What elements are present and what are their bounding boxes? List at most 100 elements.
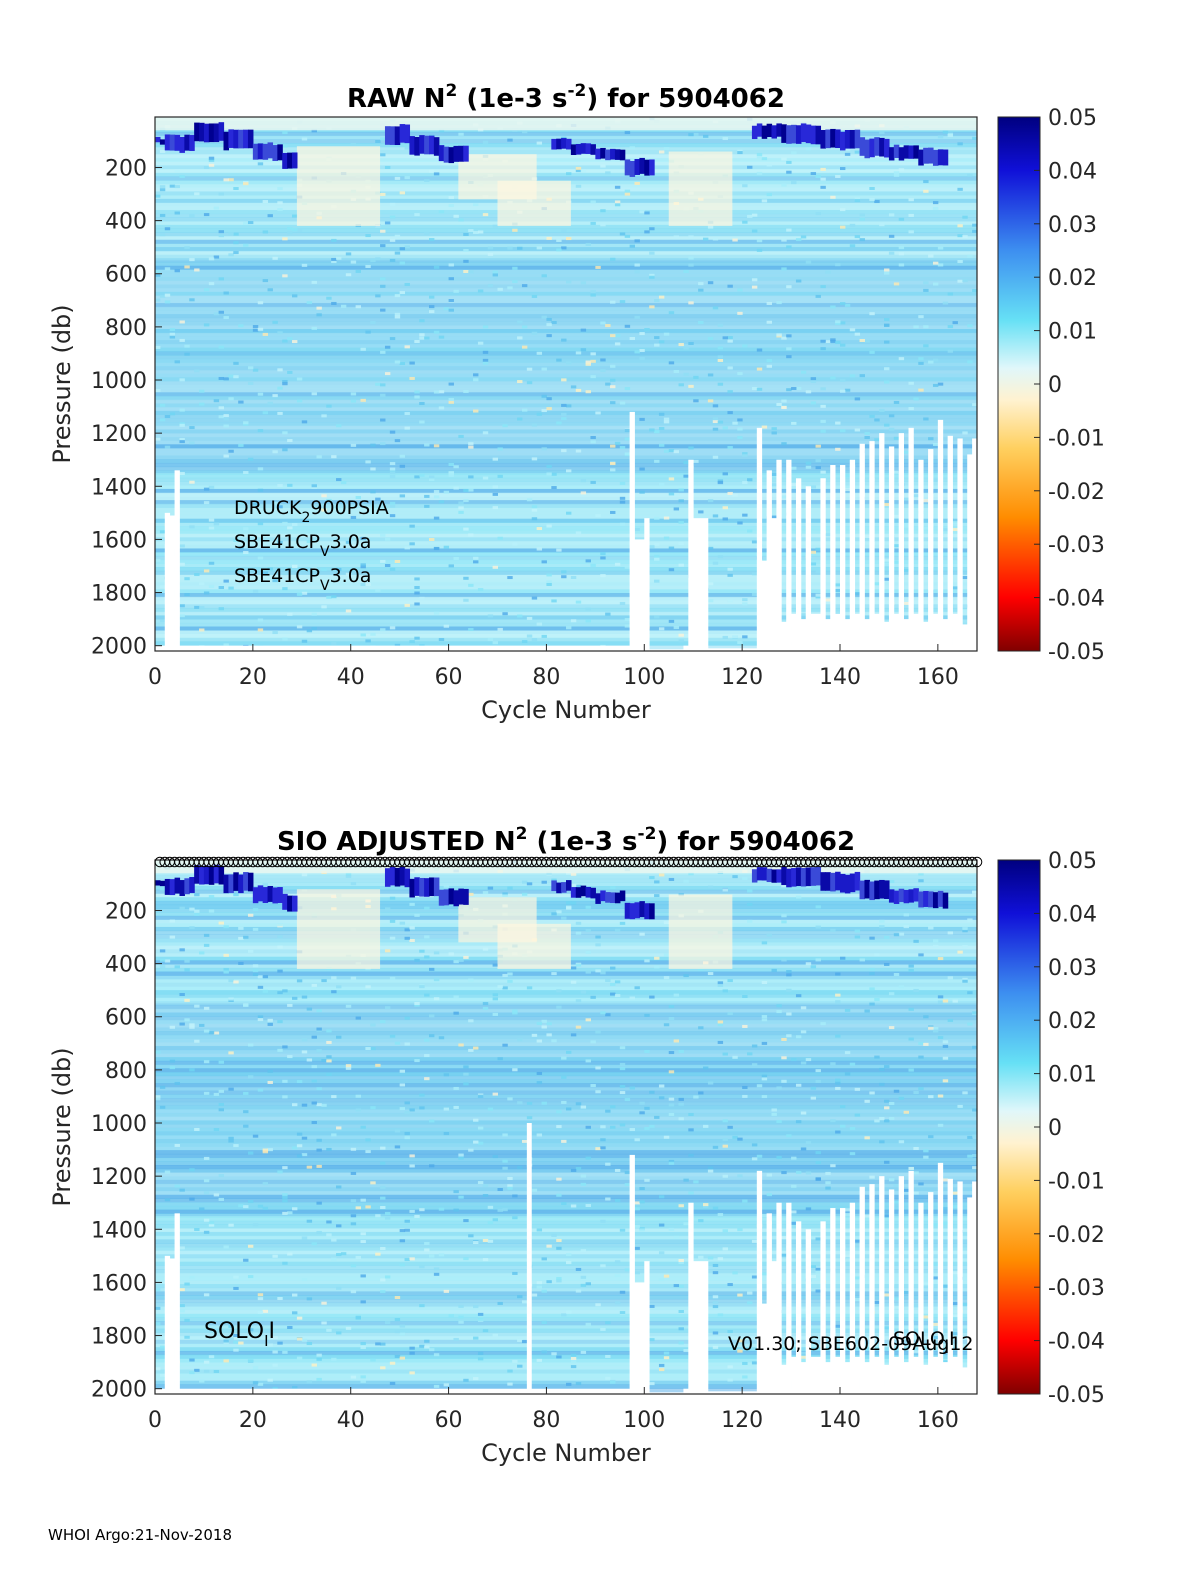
data-cell	[864, 1099, 870, 1103]
data-cell	[360, 1300, 366, 1304]
data-cell	[619, 601, 626, 605]
data-cell	[810, 550, 817, 554]
data-cell	[179, 1288, 185, 1292]
data-cell	[546, 580, 552, 584]
stratified-cell	[438, 145, 445, 162]
data-cell	[786, 970, 792, 974]
data-cell	[644, 959, 650, 963]
data-cell	[570, 966, 577, 970]
data-cell	[384, 1321, 391, 1325]
data-cell	[605, 1321, 611, 1325]
data-cell	[898, 144, 905, 148]
data-cell	[693, 132, 699, 136]
data-cell	[257, 301, 264, 305]
data-cell	[399, 1239, 406, 1243]
data-cell	[179, 614, 185, 618]
data-cell	[932, 282, 939, 286]
data-cell	[747, 919, 753, 923]
data-cell	[688, 256, 694, 260]
data-cell	[556, 1193, 562, 1197]
data-cell	[487, 614, 494, 618]
no-data-gap	[707, 1391, 758, 1394]
data-cell	[267, 1378, 273, 1382]
data-cell	[228, 232, 234, 236]
data-cell	[791, 1221, 797, 1225]
depth-band	[155, 908, 977, 913]
depth-band	[155, 1187, 977, 1192]
data-cell	[707, 499, 714, 503]
data-cell	[414, 340, 420, 344]
data-cell	[570, 1204, 577, 1208]
data-cell	[879, 919, 885, 923]
data-cell	[536, 1358, 543, 1362]
data-cell	[292, 1311, 298, 1315]
y-tick-label: 800	[105, 1059, 147, 1084]
data-cell	[751, 540, 758, 544]
stratified-cell	[825, 129, 831, 149]
depth-band	[155, 1295, 977, 1300]
data-cell	[262, 200, 269, 204]
depth-band	[155, 1336, 977, 1341]
data-cell	[326, 1072, 332, 1076]
data-cell	[742, 1361, 748, 1365]
data-cell	[199, 951, 205, 955]
data-cell	[159, 585, 166, 589]
data-cell	[683, 461, 689, 465]
data-cell	[179, 604, 185, 608]
data-cell	[683, 1349, 689, 1353]
data-cell	[233, 1348, 239, 1352]
data-cell	[781, 1171, 787, 1175]
data-cell	[893, 171, 900, 175]
data-cell	[546, 1244, 552, 1248]
stratified-cell	[918, 149, 924, 166]
data-cell	[433, 1267, 440, 1271]
no-data-gap	[942, 619, 949, 651]
no-data-gap	[859, 1186, 865, 1394]
data-cell	[468, 1234, 474, 1238]
stratified-cell	[228, 874, 234, 893]
stratified-cell	[463, 145, 469, 162]
data-cell	[355, 1016, 361, 1020]
data-cell	[805, 147, 812, 151]
stratified-cell	[409, 136, 415, 155]
data-cell	[482, 1238, 489, 1242]
no-data-gap	[756, 427, 763, 651]
data-cell	[433, 330, 440, 334]
depth-band	[155, 1321, 977, 1326]
data-cell	[155, 1095, 161, 1099]
data-cell	[218, 345, 224, 349]
data-cell	[683, 1178, 689, 1182]
y-tick-label: 1000	[91, 369, 147, 394]
depth-band	[155, 496, 977, 501]
data-cell	[561, 570, 567, 574]
data-cell	[722, 517, 728, 521]
data-cell	[962, 1302, 968, 1306]
data-cell	[482, 476, 489, 480]
data-cell	[820, 185, 826, 189]
depth-band	[155, 1239, 977, 1244]
data-cell	[526, 616, 533, 620]
data-cell	[737, 641, 743, 645]
data-cell	[433, 172, 440, 176]
data-cell	[737, 427, 743, 431]
stratified-cell	[570, 144, 577, 156]
data-cell	[688, 446, 694, 450]
depth-band	[155, 395, 977, 401]
data-cell	[262, 883, 269, 887]
data-cell	[600, 552, 606, 556]
data-cell	[292, 1103, 298, 1107]
data-cell	[561, 246, 567, 250]
data-cell	[874, 953, 880, 957]
data-cell	[414, 1003, 420, 1007]
no-data-gap	[786, 459, 792, 651]
data-cell	[159, 530, 166, 534]
data-cell	[174, 169, 180, 173]
data-cell	[409, 1346, 415, 1350]
data-cell	[854, 929, 861, 933]
data-cell	[218, 1060, 224, 1064]
data-cell	[463, 1082, 469, 1086]
data-cell	[208, 1031, 215, 1035]
data-cell	[962, 609, 968, 613]
data-cell	[336, 256, 342, 260]
data-cell	[189, 1068, 195, 1072]
